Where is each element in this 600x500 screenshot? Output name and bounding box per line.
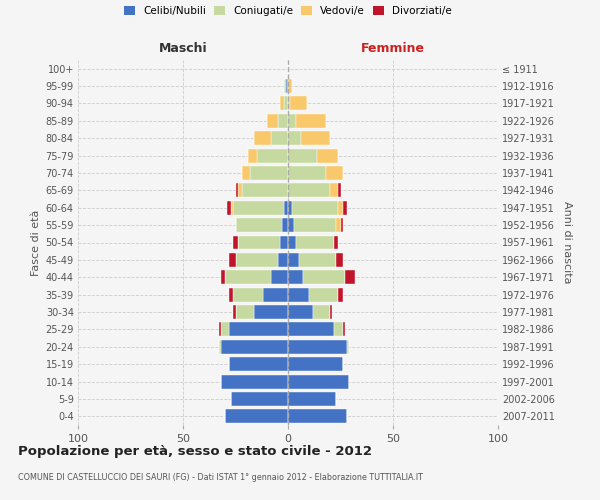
Bar bbox=[229, 357, 288, 371]
Bar bbox=[301, 132, 330, 145]
Bar bbox=[271, 132, 288, 145]
Bar bbox=[218, 340, 221, 353]
Bar bbox=[233, 236, 238, 250]
Bar bbox=[254, 132, 271, 145]
Bar bbox=[277, 253, 288, 267]
Bar bbox=[250, 166, 288, 180]
Bar bbox=[288, 132, 301, 145]
Bar bbox=[288, 218, 295, 232]
Bar bbox=[288, 270, 303, 284]
Bar bbox=[288, 166, 326, 180]
Bar bbox=[284, 79, 286, 93]
Bar bbox=[309, 288, 338, 302]
Bar bbox=[225, 410, 288, 424]
Bar bbox=[221, 270, 225, 284]
Bar bbox=[238, 236, 280, 250]
Bar bbox=[232, 392, 288, 406]
Bar bbox=[227, 201, 232, 214]
Bar bbox=[337, 218, 341, 232]
Bar bbox=[277, 114, 288, 128]
Bar bbox=[284, 201, 288, 214]
Bar bbox=[288, 410, 347, 424]
Bar bbox=[313, 305, 330, 319]
Bar bbox=[343, 322, 345, 336]
Text: Femmine: Femmine bbox=[361, 42, 425, 55]
Bar bbox=[221, 340, 288, 353]
Bar bbox=[282, 218, 288, 232]
Bar bbox=[288, 340, 347, 353]
Bar bbox=[263, 288, 288, 302]
Bar bbox=[337, 253, 343, 267]
Text: Popolazione per età, sesso e stato civile - 2012: Popolazione per età, sesso e stato civil… bbox=[18, 445, 372, 458]
Bar bbox=[238, 184, 242, 198]
Bar bbox=[286, 79, 288, 93]
Bar bbox=[235, 305, 254, 319]
Bar bbox=[288, 322, 334, 336]
Bar bbox=[288, 305, 313, 319]
Bar bbox=[296, 114, 326, 128]
Bar bbox=[257, 148, 288, 162]
Bar bbox=[288, 184, 330, 198]
Bar bbox=[288, 236, 296, 250]
Bar bbox=[288, 96, 290, 110]
Text: Maschi: Maschi bbox=[158, 42, 208, 55]
Bar bbox=[288, 392, 337, 406]
Bar bbox=[229, 322, 288, 336]
Bar bbox=[221, 374, 288, 388]
Bar bbox=[233, 201, 284, 214]
Bar bbox=[288, 288, 309, 302]
Bar bbox=[233, 305, 235, 319]
Bar bbox=[221, 322, 229, 336]
Text: COMUNE DI CASTELLUCCIO DEI SAURI (FG) - Dati ISTAT 1° gennaio 2012 - Elaborazion: COMUNE DI CASTELLUCCIO DEI SAURI (FG) - … bbox=[18, 472, 423, 482]
Y-axis label: Anni di nascita: Anni di nascita bbox=[562, 201, 572, 284]
Bar bbox=[296, 236, 334, 250]
Y-axis label: Fasce di età: Fasce di età bbox=[31, 210, 41, 276]
Bar bbox=[347, 340, 349, 353]
Bar bbox=[248, 148, 257, 162]
Bar bbox=[242, 184, 288, 198]
Bar bbox=[254, 305, 288, 319]
Bar bbox=[218, 322, 221, 336]
Bar bbox=[288, 79, 292, 93]
Bar bbox=[334, 236, 338, 250]
Bar bbox=[225, 270, 271, 284]
Bar bbox=[341, 218, 343, 232]
Bar bbox=[288, 148, 317, 162]
Bar bbox=[299, 253, 337, 267]
Bar bbox=[326, 166, 343, 180]
Bar bbox=[330, 184, 338, 198]
Bar bbox=[235, 184, 238, 198]
Bar bbox=[271, 270, 288, 284]
Bar bbox=[338, 184, 341, 198]
Bar bbox=[235, 218, 282, 232]
Bar bbox=[338, 288, 343, 302]
Bar bbox=[232, 201, 233, 214]
Bar bbox=[233, 288, 263, 302]
Bar bbox=[229, 288, 233, 302]
Bar bbox=[343, 201, 347, 214]
Bar bbox=[317, 148, 338, 162]
Bar bbox=[284, 96, 288, 110]
Bar bbox=[292, 201, 338, 214]
Bar bbox=[288, 201, 292, 214]
Bar bbox=[303, 270, 344, 284]
Bar bbox=[295, 218, 337, 232]
Bar bbox=[334, 322, 343, 336]
Bar bbox=[280, 96, 284, 110]
Bar bbox=[235, 253, 277, 267]
Bar bbox=[338, 201, 343, 214]
Bar bbox=[280, 236, 288, 250]
Bar bbox=[229, 253, 235, 267]
Bar bbox=[267, 114, 277, 128]
Bar bbox=[345, 270, 355, 284]
Legend: Celibi/Nubili, Coniugati/e, Vedovi/e, Divorziati/e: Celibi/Nubili, Coniugati/e, Vedovi/e, Di… bbox=[121, 2, 455, 19]
Bar bbox=[290, 96, 307, 110]
Bar bbox=[288, 253, 299, 267]
Bar bbox=[288, 374, 349, 388]
Bar bbox=[288, 357, 343, 371]
Bar bbox=[242, 166, 250, 180]
Bar bbox=[288, 114, 296, 128]
Bar bbox=[330, 305, 332, 319]
